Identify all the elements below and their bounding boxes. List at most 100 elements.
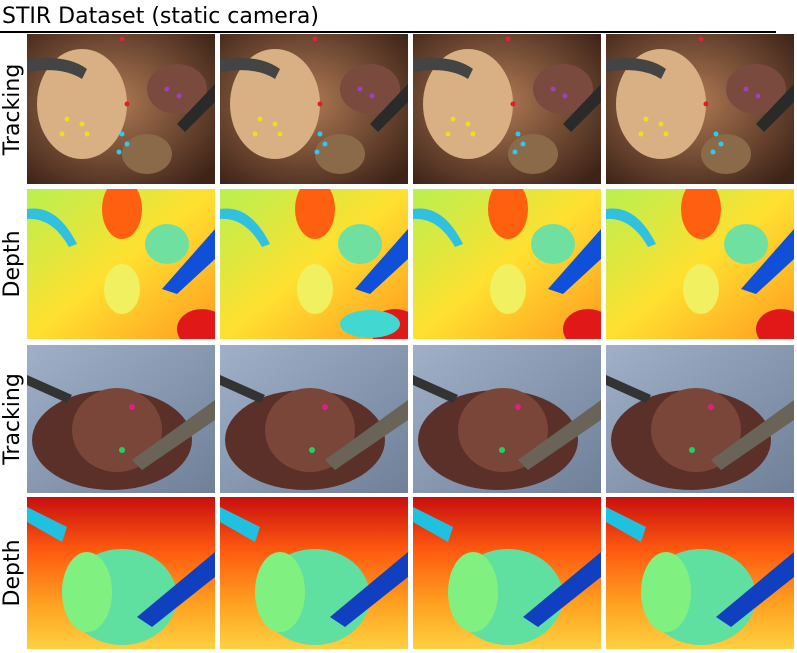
image-cell — [220, 497, 408, 649]
depth-instrument — [523, 552, 601, 627]
image-cell — [27, 189, 215, 339]
depth-vessel — [413, 208, 463, 247]
instrument — [563, 84, 601, 132]
depth-instrument — [162, 229, 215, 294]
organ — [726, 64, 786, 114]
image-cell — [606, 497, 794, 649]
tracking-point — [309, 447, 315, 453]
instrument — [518, 400, 601, 470]
depth-mid — [490, 264, 526, 314]
image-cell — [413, 189, 601, 339]
organ — [533, 64, 593, 114]
tracking-point — [322, 141, 328, 147]
instrument — [756, 84, 794, 132]
organ — [340, 64, 400, 114]
tracking-point — [314, 149, 320, 155]
instrument — [606, 57, 666, 79]
tracking-point — [562, 93, 568, 99]
tracking-point — [322, 404, 328, 410]
tracking-point — [124, 101, 130, 107]
organ — [315, 134, 365, 174]
tracking-point — [124, 141, 130, 147]
instrument — [177, 84, 215, 132]
depth-vessel — [27, 208, 77, 247]
tracking-point — [470, 131, 476, 137]
tracking-point — [703, 101, 709, 107]
image-cell — [606, 345, 794, 493]
image-cell — [220, 34, 408, 184]
tracking-point — [520, 141, 526, 147]
instrument — [27, 57, 87, 79]
row-label: Tracking — [0, 373, 25, 466]
depth-mid — [683, 264, 719, 314]
tracking-point — [689, 447, 695, 453]
tracking-point — [64, 116, 70, 122]
image-cell — [413, 497, 601, 649]
tracking-point — [129, 404, 135, 410]
tracking-point — [272, 121, 278, 127]
row-label: Depth — [0, 539, 25, 606]
depth-near — [62, 552, 112, 632]
depth-instrument — [330, 552, 408, 627]
liver-lobe — [458, 388, 548, 472]
tracking-point — [755, 93, 761, 99]
tracking-point — [176, 93, 182, 99]
tracking-point — [79, 121, 85, 127]
tracking-point — [515, 131, 521, 137]
depth-mid — [104, 264, 140, 314]
tracking-point — [119, 36, 125, 42]
tracking-point — [510, 101, 516, 107]
image-cell — [27, 497, 215, 649]
tracking-point — [277, 131, 283, 137]
tracking-point — [317, 101, 323, 107]
tracking-point — [257, 116, 263, 122]
depth-mid — [531, 224, 575, 264]
instrument — [606, 375, 651, 403]
depth-near — [448, 552, 498, 632]
instrument — [220, 375, 265, 403]
instrument — [413, 375, 458, 403]
tracking-point — [465, 121, 471, 127]
depth-far — [681, 189, 721, 239]
depth-far — [563, 309, 601, 339]
tracking-point — [708, 404, 714, 410]
image-cell — [220, 345, 408, 493]
row-label: Depth — [0, 230, 25, 297]
organ — [147, 64, 207, 114]
tracking-point — [505, 36, 511, 42]
row-label: Tracking — [0, 64, 25, 157]
depth-mid — [338, 224, 382, 264]
liver-lobe — [651, 388, 741, 472]
depth-vessel — [220, 208, 270, 247]
tracking-point — [663, 131, 669, 137]
tracking-point — [658, 121, 664, 127]
tracking-point — [369, 93, 375, 99]
depth-near — [255, 552, 305, 632]
tracking-point — [84, 131, 90, 137]
tracking-point — [718, 141, 724, 147]
tracking-point — [499, 447, 505, 453]
tracking-point — [710, 149, 716, 155]
instrument — [27, 375, 72, 403]
depth-tool — [27, 507, 67, 542]
organ — [122, 134, 172, 174]
liver-lobe — [72, 388, 162, 472]
image-cell — [413, 345, 601, 493]
depth-tool — [606, 507, 646, 542]
tracking-point — [643, 116, 649, 122]
tracking-point — [252, 131, 258, 137]
depth-mid — [724, 224, 768, 264]
instrument — [132, 400, 215, 470]
depth-far — [295, 189, 335, 239]
instrument — [370, 84, 408, 132]
depth-tool — [413, 507, 453, 542]
depth-near — [641, 552, 691, 632]
fat — [230, 49, 320, 159]
depth-instrument — [548, 229, 601, 294]
image-cell — [413, 34, 601, 184]
tracking-point — [550, 86, 556, 92]
tracking-point — [743, 86, 749, 92]
depth-instrument — [716, 552, 794, 627]
tracking-point — [357, 86, 363, 92]
